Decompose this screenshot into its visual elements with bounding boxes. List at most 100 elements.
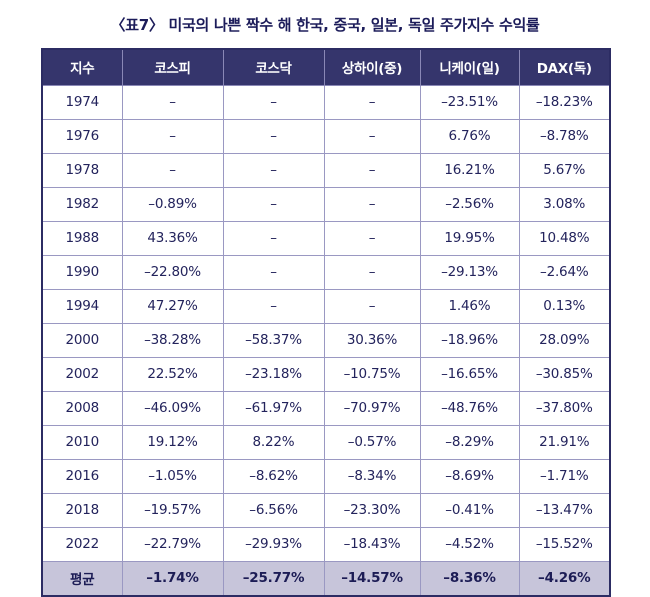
return-value-cell: –0.41% <box>419 492 520 528</box>
return-value-cell: 28.09% <box>518 322 611 358</box>
table-row: 1978– – –16.21% 5.67% <box>41 152 611 188</box>
return-value-cell: –0.57% <box>323 424 421 460</box>
return-value-cell: –23.18% <box>222 356 325 392</box>
return-value-cell: 10.48% <box>518 220 611 256</box>
table-row: 1974– – – –23.51% –18.23% <box>41 84 611 120</box>
return-value-cell: 22.52% <box>121 356 224 392</box>
return-value-cell: –8.78% <box>518 118 611 154</box>
return-value-cell: –22.80% <box>121 254 224 290</box>
return-value-cell: –61.97% <box>222 390 325 426</box>
return-value-cell: –15.52% <box>518 526 611 562</box>
return-value-cell: –6.56% <box>222 492 325 528</box>
return-value-cell: –37.80% <box>518 390 611 426</box>
return-value-cell: –46.09% <box>121 390 224 426</box>
table-row: 1982 –0.89% – – –2.56% 3.08% <box>41 186 611 222</box>
return-value-cell: 47.27% <box>121 288 224 324</box>
row-year-label: 1990 <box>41 254 123 290</box>
return-value-cell: – <box>222 152 325 188</box>
table-row: 2010 19.12% 8.22% –0.57% –8.29% 21.91% <box>41 424 611 460</box>
return-value-cell: 21.91% <box>518 424 611 460</box>
table-row: 2016 –1.05% –8.62% –8.34% –8.69% –1.71% <box>41 458 611 494</box>
return-value-cell: – <box>222 84 325 120</box>
return-value-cell: – <box>323 220 421 256</box>
table-figure: 〈표7〉 미국의 나쁜 짝수 해 한국, 중국, 일본, 독일 주가지수 수익률… <box>41 16 611 597</box>
return-value-cell: 30.36% <box>323 322 421 358</box>
return-value-cell: – <box>121 152 224 188</box>
return-value-cell: –14.57% <box>323 560 421 596</box>
return-value-cell: – <box>323 118 421 154</box>
return-value-cell: – <box>121 118 224 154</box>
row-year-label: 2002 <box>41 356 123 392</box>
col-header-index: 지수 <box>41 48 123 86</box>
return-value-cell: – <box>323 84 421 120</box>
return-value-cell: –38.28% <box>121 322 224 358</box>
return-value-cell: – <box>323 288 421 324</box>
header-row: 지수 코스피 코스닥 상하이(중) 니케이(일) DAX(독) <box>41 48 611 86</box>
return-value-cell: –8.34% <box>323 458 421 494</box>
table-row: 1976– – –6.76% –8.78% <box>41 118 611 154</box>
row-year-label: 1982 <box>41 186 123 222</box>
col-header-dax: DAX(독) <box>518 48 611 86</box>
return-value-cell: – <box>222 220 325 256</box>
return-value-cell: – <box>121 84 224 120</box>
return-value-cell: 19.12% <box>121 424 224 460</box>
return-value-cell: –8.62% <box>222 458 325 494</box>
return-value-cell: –19.57% <box>121 492 224 528</box>
return-value-cell: –18.23% <box>518 84 611 120</box>
return-value-cell: –2.56% <box>419 186 520 222</box>
return-value-cell: –1.71% <box>518 458 611 494</box>
return-value-cell: – <box>323 152 421 188</box>
return-value-cell: –1.74% <box>121 560 224 596</box>
table-row: 2018 –19.57% –6.56% –23.30% –0.41% –13.47% <box>41 492 611 528</box>
row-year-label: 2016 <box>41 458 123 494</box>
return-value-cell: –0.89% <box>121 186 224 222</box>
return-value-cell: –10.75% <box>323 356 421 392</box>
row-year-label: 2000 <box>41 322 123 358</box>
return-value-cell: –13.47% <box>518 492 611 528</box>
return-value-cell: –1.05% <box>121 458 224 494</box>
return-value-cell: –2.64% <box>518 254 611 290</box>
return-value-cell: –58.37% <box>222 322 325 358</box>
table-title: 〈표7〉 미국의 나쁜 짝수 해 한국, 중국, 일본, 독일 주가지수 수익률 <box>110 16 540 34</box>
table-row: 1994 47.27% – –1.46% 0.13% <box>41 288 611 324</box>
return-value-cell: –18.43% <box>323 526 421 562</box>
return-value-cell: – <box>323 254 421 290</box>
row-year-label: 1976 <box>41 118 123 154</box>
return-value-cell: –22.79% <box>121 526 224 562</box>
average-row: 평균 –1.74% –25.77% –14.57% –8.36% –4.26% <box>41 560 611 596</box>
return-value-cell: 5.67% <box>518 152 611 188</box>
return-value-cell: – <box>222 118 325 154</box>
table-row: 2000 –38.28% –58.37% 30.36% –18.96% 28.09% <box>41 322 611 358</box>
return-value-cell: –25.77% <box>222 560 325 596</box>
table-row: 1988 43.36% – –19.95% 10.48% <box>41 220 611 256</box>
return-value-cell: –8.29% <box>419 424 520 460</box>
table-body: 1974– – – –23.51% –18.23% 1976– – –6.76% –8.78% 1… <box>41 84 611 596</box>
return-value-cell: –23.30% <box>323 492 421 528</box>
row-year-label: 1994 <box>41 288 123 324</box>
table-row: 1990 –22.80% – – –29.13% –2.64% <box>41 254 611 290</box>
row-year-label: 2010 <box>41 424 123 460</box>
row-year-label: 1978 <box>41 152 123 188</box>
return-value-cell: –30.85% <box>518 356 611 392</box>
col-header-nikkei: 니케이(일) <box>419 48 520 86</box>
table-row: 2008 –46.09% –61.97% –70.97% –48.76% –37.80% <box>41 390 611 426</box>
return-value-cell: 6.76% <box>419 118 520 154</box>
return-value-cell: –16.65% <box>419 356 520 392</box>
row-year-label: 1988 <box>41 220 123 256</box>
return-value-cell: –48.76% <box>419 390 520 426</box>
row-year-label: 2008 <box>41 390 123 426</box>
return-value-cell: 19.95% <box>419 220 520 256</box>
return-value-cell: – <box>323 186 421 222</box>
col-header-kosdaq: 코스닥 <box>222 48 325 86</box>
stock-returns-table: 지수 코스피 코스닥 상하이(중) 니케이(일) DAX(독) 1974– – – –… <box>41 47 611 597</box>
return-value-cell: 8.22% <box>222 424 325 460</box>
return-value-cell: –18.96% <box>419 322 520 358</box>
col-header-kospi: 코스피 <box>121 48 224 86</box>
return-value-cell: –8.69% <box>419 458 520 494</box>
row-year-label: 1974 <box>41 84 123 120</box>
return-value-cell: –4.26% <box>518 560 611 596</box>
return-value-cell: –70.97% <box>323 390 421 426</box>
return-value-cell: 43.36% <box>121 220 224 256</box>
row-year-label: 평균 <box>41 560 123 596</box>
return-value-cell: – <box>222 186 325 222</box>
